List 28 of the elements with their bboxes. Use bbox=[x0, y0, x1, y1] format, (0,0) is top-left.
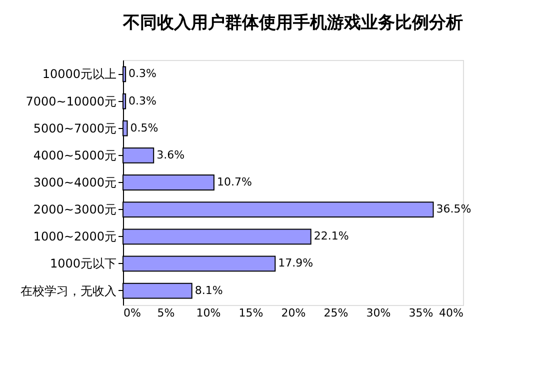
x-tick-label: 0% bbox=[124, 306, 141, 320]
y-tick-label: 1000~2000元 bbox=[33, 230, 116, 244]
data-label: 22.1% bbox=[314, 230, 349, 243]
y-tick-label: 在校学习，无收入 bbox=[20, 284, 116, 298]
y-tick-label: 3000~4000元 bbox=[33, 176, 116, 190]
x-tick-label: 5% bbox=[157, 306, 175, 320]
x-tick-label: 25% bbox=[324, 306, 348, 320]
y-tick-label: 2000~3000元 bbox=[33, 202, 116, 217]
chart-title: 不同收入用户群体使用手机游戏业务比例分析 bbox=[122, 13, 463, 33]
x-tick-label: 35% bbox=[408, 306, 434, 320]
y-tick-label: 4000~5000元 bbox=[33, 148, 116, 162]
x-tick-label: 30% bbox=[366, 306, 391, 320]
data-label: 10.7% bbox=[216, 176, 252, 188]
data-label: 0.3% bbox=[128, 67, 157, 80]
data-label: 17.9% bbox=[278, 256, 314, 270]
x-tick-label: 10% bbox=[196, 306, 221, 320]
data-label: 8.1% bbox=[194, 284, 223, 297]
y-tick-label: 10000元以上 bbox=[42, 67, 116, 82]
x-tick-label: 20% bbox=[281, 306, 306, 320]
y-tick-label: 1000元以下 bbox=[50, 256, 116, 271]
x-tick-label: 15% bbox=[238, 306, 264, 320]
data-label: 3.6% bbox=[156, 148, 185, 162]
y-tick-label: 5000~7000元 bbox=[33, 121, 116, 136]
y-tick-label: 7000~10000元 bbox=[26, 94, 116, 108]
data-label: 0.3% bbox=[128, 94, 157, 108]
data-label: 0.5% bbox=[130, 121, 158, 134]
data-label: 36.5% bbox=[436, 202, 472, 216]
x-tick-label: 40% bbox=[439, 306, 464, 320]
